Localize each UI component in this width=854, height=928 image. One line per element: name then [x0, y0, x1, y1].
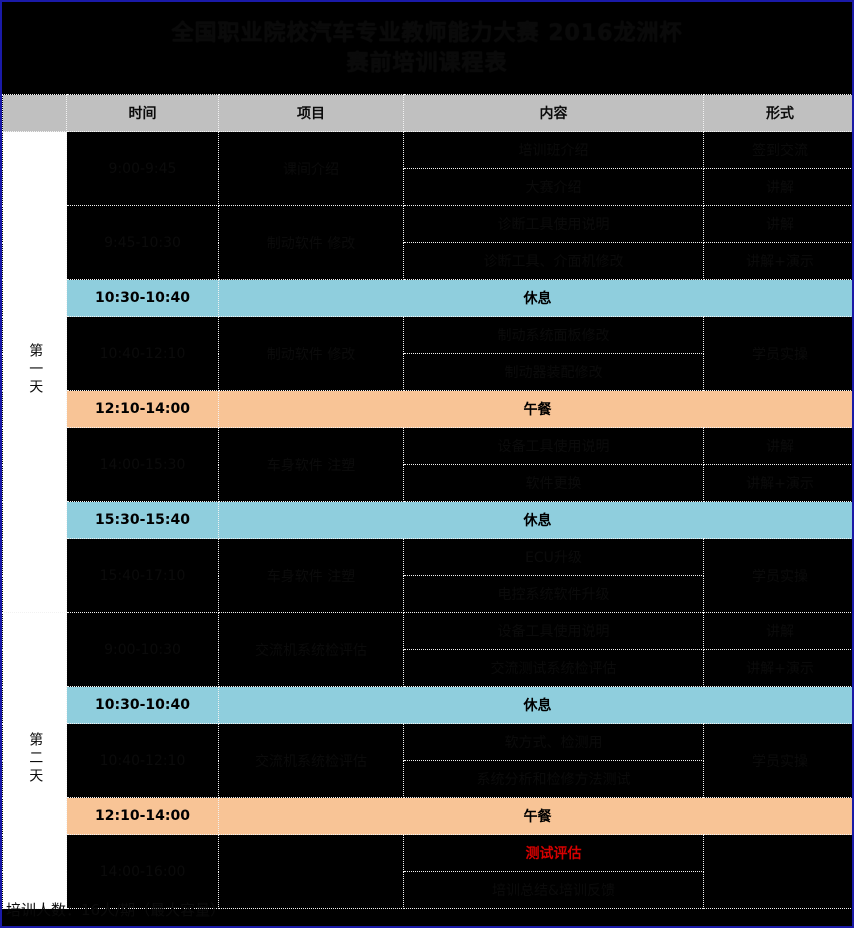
- table-row: 9:45-10:30 制动软件 修改 诊断工具使用说明 讲解: [3, 205, 852, 280]
- cell-project: 交流机系统检评估: [218, 723, 404, 798]
- cell-content: 设备工具使用说明: [403, 612, 704, 650]
- cell-project: 制动软件 修改: [218, 205, 404, 280]
- cell-time: 15:30-15:40: [66, 501, 219, 539]
- table-row: 制动器装配修改: [3, 353, 853, 391]
- cell-content: 诊断工具、介面机修改: [403, 242, 704, 280]
- cell-format: 讲解: [703, 427, 852, 465]
- cell-content: 制动器装配修改: [403, 353, 704, 391]
- table-row: 第二天 9:00-10:30 交流机系统检评估 设备工具使用说明 讲解: [2, 612, 852, 909]
- day-label-day2: 第二天: [2, 612, 67, 909]
- cell-format: 讲解: [703, 168, 852, 206]
- cell-project: [218, 834, 404, 909]
- header-content: 内容: [403, 94, 704, 132]
- header-row: 时间 项目 内容 形式: [2, 94, 852, 132]
- cell-content: 培训班介绍: [403, 131, 704, 169]
- table-row: 第一天 9:00-9:45 课间介绍 培训班介绍 签到交流: [2, 131, 852, 613]
- cell-content: 诊断工具使用说明: [403, 205, 704, 243]
- cell-project: 制动软件 修改: [218, 316, 404, 391]
- table-row: 10:30-10:40 休息: [3, 279, 852, 317]
- cell-time: 15:40-17:10: [66, 538, 219, 613]
- table-row: 12:10-14:00 午餐: [3, 797, 852, 835]
- table-row: 培训总结&培训反馈: [3, 871, 853, 909]
- cell-content: 培训总结&培训反馈: [403, 871, 704, 909]
- table-header: 时间 项目 内容 形式: [2, 94, 852, 132]
- cell-content: ECU升级: [403, 538, 704, 576]
- cell-lunch-label: 午餐: [218, 797, 852, 835]
- cell-break-label: 休息: [218, 686, 852, 724]
- cell-content: 系统分析和检修方法测试: [403, 760, 704, 798]
- cell-time: 9:00-9:45: [66, 131, 219, 206]
- cell-project: 车身软件 注塑: [218, 538, 404, 613]
- cell-project: 课间介绍: [218, 131, 404, 206]
- document-title: 全国职业院校汽车专业教师能力大赛 2016龙洲杯 赛前培训课程表: [4, 4, 850, 94]
- cell-break-label: 休息: [218, 279, 852, 317]
- cell-format: [703, 834, 852, 909]
- table-row: 15:40-17:10 车身软件 注塑 ECU升级 学员实操: [3, 538, 852, 613]
- cell-time: 14:00-15:30: [66, 427, 219, 502]
- cell-format: 讲解+演示: [703, 464, 852, 502]
- table-row: 12:10-14:00 午餐: [3, 390, 852, 428]
- table-row: 10:30-10:40 休息: [3, 686, 852, 724]
- cell-format: 签到交流: [703, 131, 852, 169]
- cell-content: 设备工具使用说明: [403, 427, 704, 465]
- cell-time: 9:45-10:30: [66, 205, 219, 280]
- cell-time: 10:40-12:10: [66, 316, 219, 391]
- cell-break-label: 休息: [218, 501, 852, 539]
- table-row: 14:00-16:00 测试评估: [3, 834, 852, 909]
- cell-time: 10:40-12:10: [66, 723, 219, 798]
- header-time: 时间: [66, 94, 219, 132]
- day-label-day1: 第一天: [2, 131, 67, 613]
- schedule-table: 时间 项目 内容 形式 第一天 9:00-9:45 课间介绍 培训班介绍 签到交流 大赛介…: [2, 94, 853, 909]
- cell-format: 学员实操: [703, 538, 852, 613]
- cell-time: 10:30-10:40: [66, 686, 219, 724]
- cell-format: 讲解+演示: [703, 649, 852, 687]
- cell-format: 学员实操: [703, 723, 852, 798]
- cell-time: 10:30-10:40: [66, 279, 219, 317]
- table-row: 诊断工具、介面机修改 讲解+演示: [3, 242, 852, 280]
- table-row: 电控系统软件升级: [3, 575, 853, 613]
- cell-project: 车身软件 注塑: [218, 427, 404, 502]
- cell-content: 交流测试系统检评估: [403, 649, 704, 687]
- table-body: 第一天 9:00-9:45 课间介绍 培训班介绍 签到交流 大赛介绍 讲解 9:45-10:3…: [2, 131, 853, 909]
- cell-content: 测试评估: [403, 834, 704, 872]
- cell-lunch-label: 午餐: [218, 390, 852, 428]
- cell-content: 软方式、检测用: [403, 723, 704, 761]
- table-row: 软件更换 讲解+演示: [3, 464, 852, 502]
- cell-format: 讲解: [703, 205, 852, 243]
- footer-note: 培训人数：16人/期（最大容量）: [6, 901, 226, 919]
- title-line-2: 赛前培训课程表: [346, 51, 508, 76]
- cell-content: 制动系统面板修改: [403, 316, 704, 354]
- table-row: 14:00-15:30 车身软件 注塑 设备工具使用说明 讲解: [3, 427, 852, 502]
- table-row: 10:40-12:10 交流机系统检评估 软方式、检测用 学员实操: [3, 723, 852, 798]
- header-project: 项目: [218, 94, 404, 132]
- cell-format: 讲解+演示: [703, 242, 852, 280]
- cell-format: 学员实操: [703, 316, 852, 391]
- day-label-text: 第二天: [27, 731, 44, 786]
- cell-format: 讲解: [703, 612, 852, 650]
- table-row: 系统分析和检修方法测试: [3, 760, 853, 798]
- cell-content: 大赛介绍: [403, 168, 704, 206]
- cell-time: 12:10-14:00: [66, 797, 219, 835]
- cell-time: 9:00-10:30: [66, 612, 219, 687]
- cell-time: 12:10-14:00: [66, 390, 219, 428]
- cell-content: 电控系统软件升级: [403, 575, 704, 613]
- header-format: 形式: [703, 94, 852, 132]
- day-label-text: 第一天: [27, 343, 44, 397]
- cell-project: 交流机系统检评估: [218, 612, 404, 687]
- cell-time: 14:00-16:00: [66, 834, 219, 909]
- table-row: 15:30-15:40 休息: [3, 501, 852, 539]
- table-row: 10:40-12:10 制动软件 修改 制动系统面板修改 学员实操: [3, 316, 852, 391]
- cell-content: 软件更换: [403, 464, 704, 502]
- header-day-spacer: [2, 94, 67, 132]
- title-line-1: 全国职业院校汽车专业教师能力大赛 2016龙洲杯: [171, 21, 683, 46]
